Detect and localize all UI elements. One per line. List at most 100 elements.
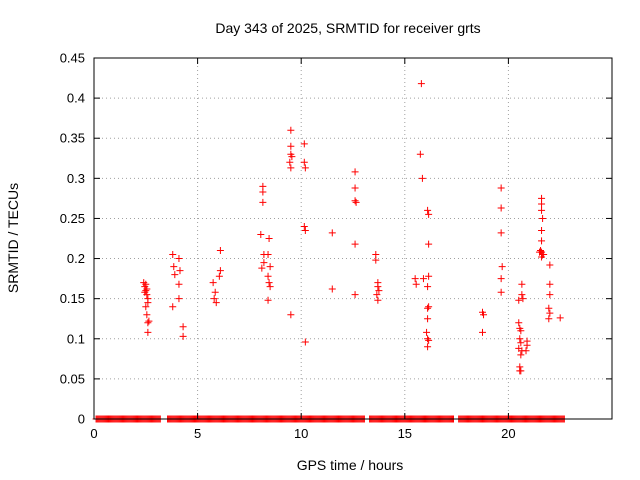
data-point [175,280,183,288]
data-point [300,222,308,230]
data-point [351,184,359,192]
y-tick-label: 0.3 [67,171,85,186]
data-point [497,288,505,296]
data-point [419,275,427,283]
data-point [175,255,183,263]
data-point [373,291,381,299]
data-points [140,80,564,375]
data-point [258,264,266,272]
data-point [425,210,433,218]
data-point [517,339,525,347]
x-tick-label: 10 [294,426,308,441]
data-point [287,142,295,150]
y-tick-label: 0.1 [67,331,85,346]
data-point [479,328,486,336]
data-point [518,280,526,288]
data-point [516,335,524,343]
data-point [535,248,543,256]
data-point [216,247,224,255]
data-point [372,256,380,264]
data-point [351,240,359,248]
data-point [412,280,420,288]
y-tick-label: 0 [78,412,85,427]
data-point [287,311,295,319]
data-point [556,314,564,322]
data-point [175,295,183,303]
data-point [497,275,505,283]
data-point [328,229,336,237]
data-point [424,315,432,323]
data-point [537,247,545,255]
data-point [546,291,554,299]
data-point [516,367,524,375]
data-point [288,153,296,161]
data-point [212,299,220,307]
y-tick-label: 0.15 [60,291,85,306]
y-tick-label: 0.25 [60,211,85,226]
data-point [515,296,523,304]
data-point [545,315,553,323]
data-point [286,158,294,166]
data-point [515,319,523,327]
data-point [425,240,433,248]
data-point [424,304,432,312]
data-point [374,296,382,304]
plot-frame [93,57,613,420]
axis-ticks: 0 0.05 0.1 0.15 0.2 0.25 0.3 0.35 0.4 0.45 0 5 10 15 2… [60,51,612,441]
data-point [300,140,308,148]
data-point [328,285,336,293]
data-point [424,206,432,214]
data-point [287,126,295,134]
data-point [352,198,360,206]
data-point [497,184,505,192]
data-point [259,198,267,206]
data-point [144,319,152,327]
data-point [546,309,554,317]
chart-title: Day 343 of 2025, SRMTID for receiver grt… [215,20,480,36]
data-point [519,295,527,303]
data-point [546,280,554,288]
data-point [539,214,547,222]
data-point [143,285,151,293]
data-point [425,336,433,344]
data-point [169,251,177,259]
data-point [142,287,150,295]
y-axis-label: SRMTID / TECUs [5,183,21,293]
data-point [142,280,150,288]
data-point [538,237,546,245]
data-point [416,150,424,158]
data-point [545,304,553,312]
data-point [424,283,432,291]
data-point [418,174,426,182]
data-point [142,303,150,311]
data-point [143,311,151,319]
data-point [145,317,153,325]
data-point [424,343,432,351]
data-point [517,327,525,335]
data-point [540,251,548,259]
data-point [497,204,505,212]
data-point [179,332,187,340]
data-point [266,263,274,271]
data-point [523,341,531,349]
data-point [266,283,274,291]
data-point [215,272,223,280]
y-tick-label: 0.4 [67,91,85,106]
y-tick-label: 0.35 [60,131,85,146]
data-point [538,200,546,208]
data-point [169,303,177,311]
data-point [300,158,308,166]
data-point [351,168,359,176]
data-point [179,323,187,331]
x-tick-label: 20 [501,426,515,441]
data-point [498,263,506,271]
data-point [171,271,179,279]
data-point [264,251,272,259]
data-point [423,328,431,336]
data-point [301,164,309,172]
data-point [375,287,383,295]
data-point [538,206,546,214]
data-point [411,275,419,283]
x-tick-label: 0 [90,426,97,441]
